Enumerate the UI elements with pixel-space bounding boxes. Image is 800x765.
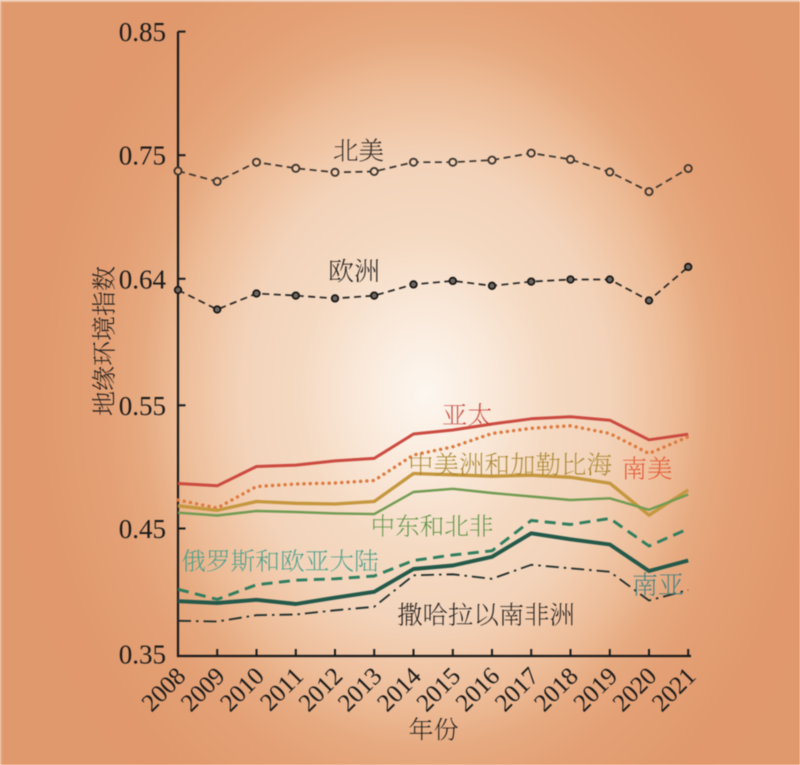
svg-text:0.35: 0.35 (119, 640, 166, 670)
svg-text:0.55: 0.55 (119, 391, 166, 421)
svg-text:0.64: 0.64 (119, 264, 167, 294)
svg-text:0.85: 0.85 (119, 17, 166, 47)
svg-text:0.75: 0.75 (119, 141, 166, 171)
svg-text:0.45: 0.45 (119, 514, 166, 544)
